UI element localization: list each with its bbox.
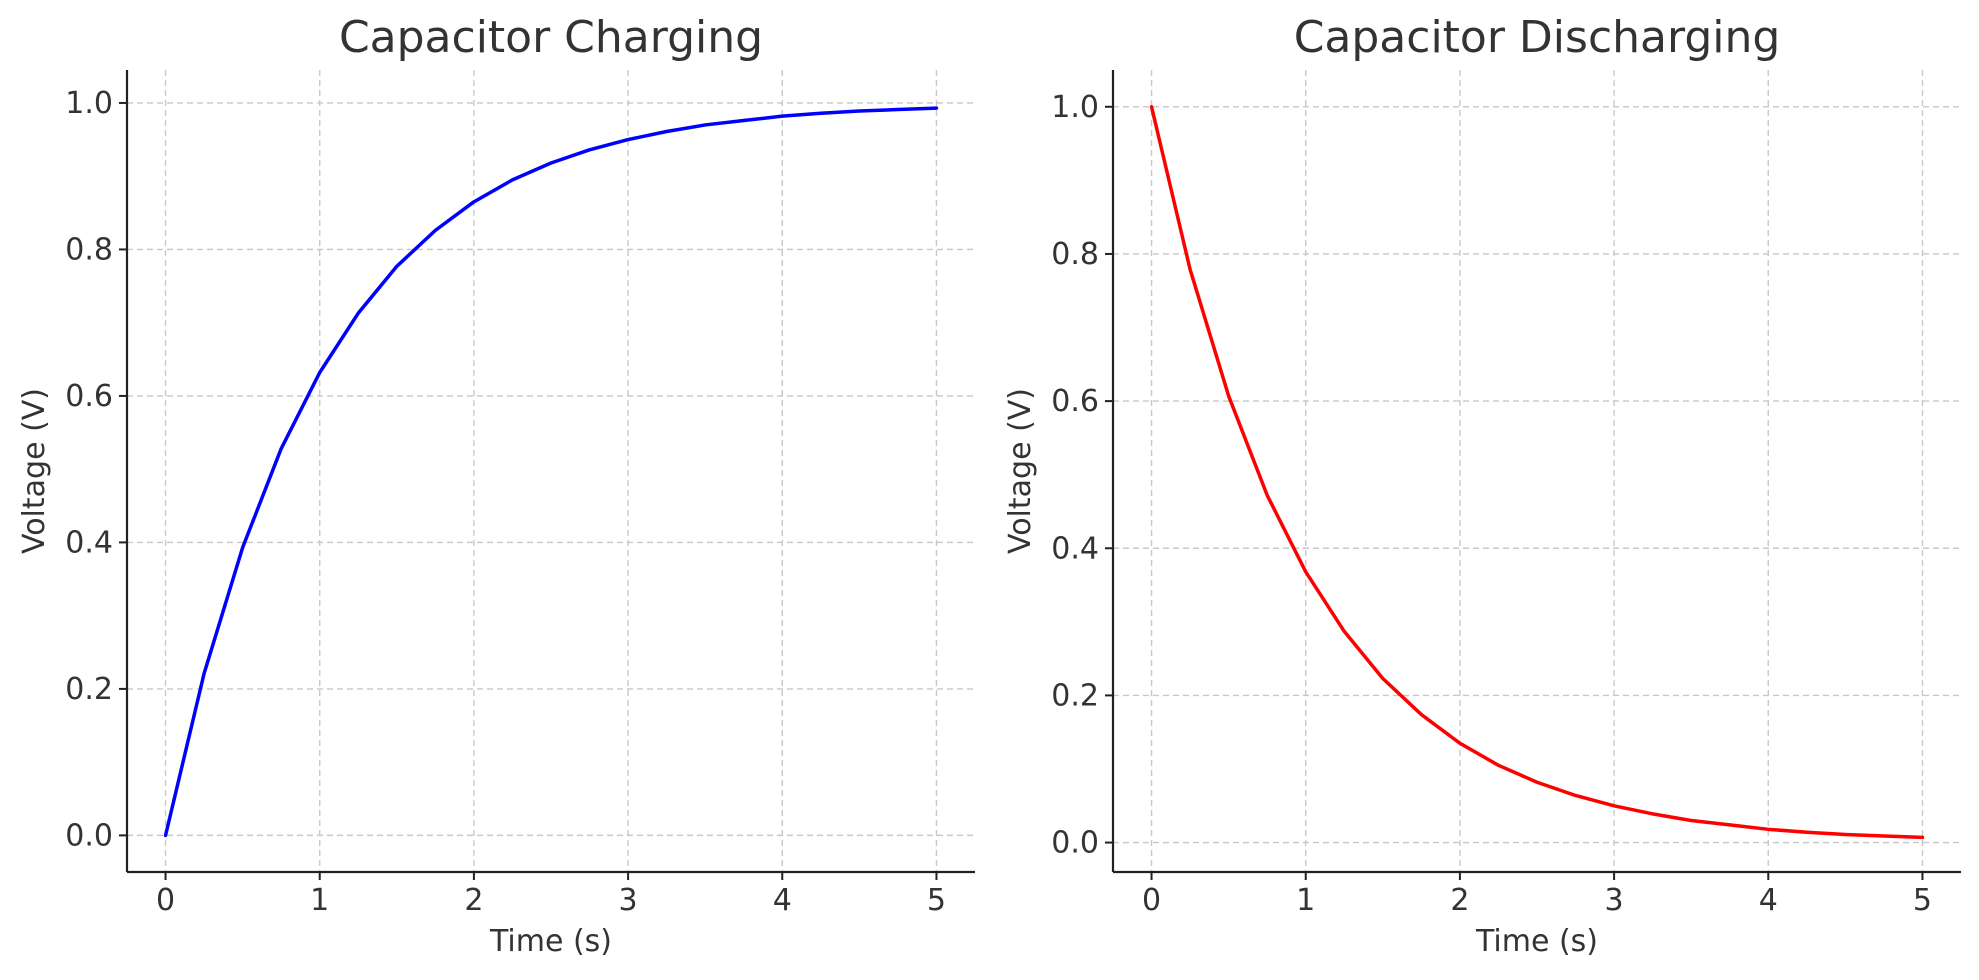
x-tick-label: 5: [1913, 883, 1932, 918]
charging-chart: 0 1 2 3 4 5 0.0 0.2 0.4 0.6 0.8 1.0 Capacitor Chargi…: [17, 12, 975, 959]
y-tick-label: 0.4: [65, 525, 113, 560]
x-tick-label: 4: [1759, 883, 1778, 918]
x-tick-label: 4: [773, 883, 792, 918]
chart-title: Capacitor Charging: [339, 12, 763, 63]
x-tick-label: 5: [927, 883, 946, 918]
y-tick-label: 0.8: [1051, 237, 1099, 272]
series-line-charging: [163, 106, 939, 838]
x-tick-label: 0: [1142, 883, 1161, 918]
discharging-chart: 0 1 2 3 4 5 0.0 0.2 0.4 0.6 0.8 1.0 Capacitor Discha…: [1003, 12, 1961, 959]
x-tick-label: 0: [156, 883, 175, 918]
x-tick-label: 2: [1450, 883, 1469, 918]
x-tick-label: 3: [1605, 883, 1624, 918]
y-tick-label: 0.2: [65, 672, 113, 707]
y-axis-label: Voltage (V): [17, 388, 52, 554]
y-tick-label: 0.0: [1051, 826, 1099, 861]
y-tick-label: 0.0: [65, 818, 113, 853]
x-axis-label: Time (s): [489, 924, 612, 959]
x-tick-label: 3: [619, 883, 638, 918]
y-axis-label: Voltage (V): [1003, 388, 1038, 554]
y-tick-label: 1.0: [1051, 90, 1099, 125]
x-axis-label: Time (s): [1475, 924, 1598, 959]
y-tick-label: 0.2: [1051, 678, 1099, 713]
y-tick-label: 0.8: [65, 232, 113, 267]
y-tick-label: 0.4: [1051, 531, 1099, 566]
chart-title: Capacitor Discharging: [1294, 12, 1781, 63]
y-tick-label: 0.6: [65, 379, 113, 414]
x-tick-label: 2: [464, 883, 483, 918]
y-tick-label: 0.6: [1051, 384, 1099, 419]
x-tick-label: 1: [1296, 883, 1315, 918]
series-line-discharging: [1149, 105, 1925, 840]
y-tick-label: 1.0: [65, 86, 113, 121]
x-tick-label: 1: [310, 883, 329, 918]
